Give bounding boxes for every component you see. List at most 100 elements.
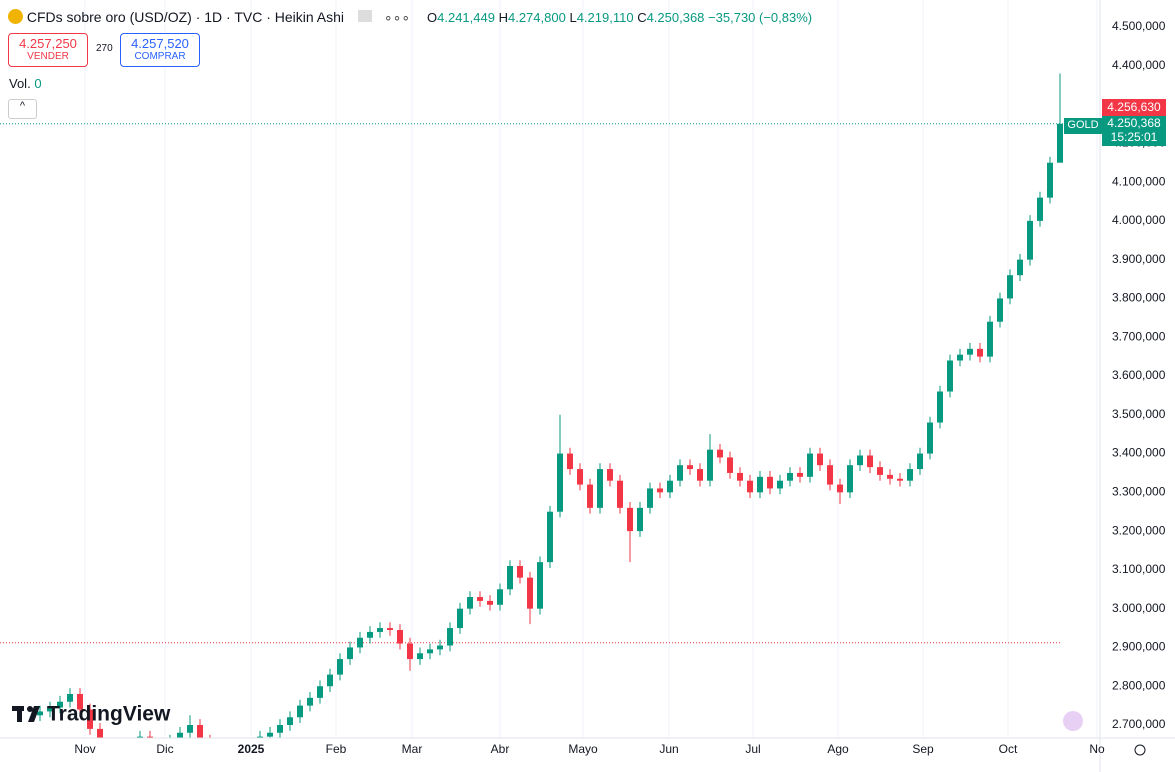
buy-label: COMPRAR [134, 51, 186, 62]
x-tick-label: Ago [827, 742, 849, 756]
candle-body [487, 600, 493, 605]
candle-body [297, 705, 303, 718]
x-tick-label: Mar [402, 742, 423, 756]
candle-body [537, 562, 543, 609]
candle-body [377, 628, 383, 632]
candle-body [807, 453, 813, 477]
candle-body [447, 628, 453, 646]
candle-body [857, 455, 863, 466]
x-tick-label: Sep [912, 742, 934, 756]
y-tick-label: 4.400,000 [1112, 58, 1166, 72]
candle-body [687, 465, 693, 470]
candle-body [907, 469, 913, 481]
candle-body [407, 643, 413, 660]
candle-body [327, 674, 333, 687]
candle-body [277, 725, 283, 733]
candle-body [1027, 220, 1033, 260]
y-tick-label: 3.000,000 [1112, 601, 1166, 615]
price-high-label: 4.256,630 [1102, 99, 1166, 116]
candle-body [177, 732, 183, 738]
candle-body [637, 507, 643, 532]
vol-label: Vol. [9, 76, 31, 91]
eye-icon[interactable] [357, 10, 372, 22]
change: −35,730 (−0,83%) [708, 10, 813, 25]
candle-body [127, 744, 133, 760]
candle-body [57, 701, 63, 708]
y-tick-label: 3.400,000 [1112, 446, 1166, 460]
candle-body [397, 629, 403, 644]
candle-body [37, 711, 43, 716]
h-value: 4.274,800 [507, 10, 566, 25]
candle-body [97, 728, 103, 738]
o-value: 4.241,449 [437, 10, 495, 25]
candle-body [997, 298, 1003, 322]
candle-body [387, 628, 393, 630]
candle-body [917, 453, 923, 470]
y-tick-label: 3.500,000 [1112, 407, 1166, 421]
candle-body [107, 756, 113, 772]
symbol-tag: GOLD [1064, 118, 1102, 134]
candle-body [947, 360, 953, 392]
flag-icon[interactable] [1063, 711, 1083, 731]
candle-body [317, 686, 323, 698]
y-tick-label: 4.000,000 [1112, 213, 1166, 227]
candle-body [657, 488, 663, 493]
candle-body [847, 465, 853, 493]
x-tick-label: Mayo [568, 742, 598, 756]
y-tick-label: 3.600,000 [1112, 368, 1166, 382]
candle-body [827, 465, 833, 485]
candle-body [287, 717, 293, 725]
settings-icon[interactable] [1134, 744, 1146, 756]
candle-body [727, 457, 733, 473]
brand-text: TradingView [47, 703, 171, 726]
candle-body [367, 631, 373, 638]
x-tick-label: Dic [156, 742, 173, 756]
sell-label: VENDER [27, 51, 69, 62]
y-tick-label: 3.200,000 [1112, 523, 1166, 537]
candle-body [577, 469, 583, 485]
candle-body [357, 637, 363, 648]
x-tick-label: Oct [999, 742, 1018, 756]
candle-body [147, 736, 153, 738]
y-tick-label: 3.900,000 [1112, 252, 1166, 266]
candle-body [77, 693, 83, 710]
candle-body [187, 725, 193, 733]
sell-button[interactable]: 4.257,250 VENDER [8, 33, 88, 67]
candle-body [717, 449, 723, 458]
more[interactable]: ∘∘∘ [383, 9, 411, 25]
candle-body [567, 453, 573, 470]
candle-body [707, 449, 713, 481]
candle-body [117, 760, 123, 772]
candle-body [557, 453, 563, 512]
buy-button[interactable]: 4.257,520 COMPRAR [120, 33, 200, 67]
symbol-icon [8, 9, 23, 24]
candle-body [267, 732, 273, 737]
candle-body [457, 608, 463, 629]
plot [0, 73, 1100, 772]
candle-body [697, 469, 703, 481]
candle-body [427, 649, 433, 654]
collapse-button[interactable]: ^ [8, 99, 37, 119]
c-value: 4.250,368 [646, 10, 705, 25]
vol-value: 0 [34, 76, 42, 91]
countdown: 15:25:01 [1110, 130, 1158, 144]
candle-body [597, 469, 603, 508]
y-tick-label: 3.800,000 [1112, 291, 1166, 305]
buy-price: 4.257,520 [131, 36, 189, 51]
candle-body [897, 478, 903, 481]
candle-body [797, 472, 803, 477]
sell-price: 4.257,250 [19, 36, 77, 51]
candle-body [587, 484, 593, 508]
candle-body [257, 736, 263, 738]
y-tick-label: 3.700,000 [1112, 329, 1166, 343]
candle-body [207, 741, 213, 757]
y-tick-label: 2.800,000 [1112, 678, 1166, 692]
candle-body [517, 566, 523, 578]
candle-body [757, 476, 763, 493]
candle-body [227, 748, 233, 752]
symbol-header: CFDs sobre oro (USD/OZ) · 1D · TVC · Hei… [8, 9, 410, 26]
candle-body [837, 484, 843, 493]
y-tick-label: 2.900,000 [1112, 640, 1166, 654]
